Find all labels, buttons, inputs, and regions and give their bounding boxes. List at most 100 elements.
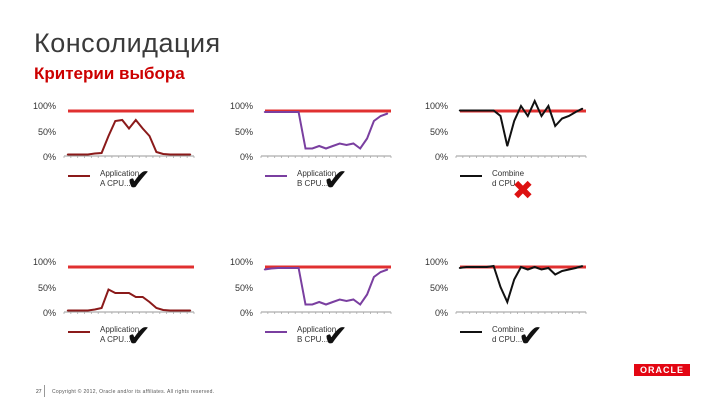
cpu-data-point [325,147,327,150]
y-tick-label: 50% [37,126,56,137]
cpu-chart-panel: 100% 50% 0% Combine d CPU... ✔ [420,252,610,382]
cpu-data-point [128,292,130,294]
cpu-data-point [270,111,272,113]
cpu-data-point [380,271,382,273]
y-tick-label: 0% [42,152,56,162]
cpu-data-point [114,120,116,122]
cpu-data-point [352,298,354,301]
legend-label-line: Application [100,169,140,178]
cpu-data-point [107,135,110,137]
cpu-data-point [554,125,556,127]
cpu-data-point [513,120,515,122]
cpu-line-chart [260,109,392,158]
cpu-data-point [486,266,488,268]
cpu-data-point [318,145,320,147]
cpu-data-point [73,153,75,156]
cpu-data-point [568,115,570,117]
cpu-chart-panel: 100% 50% 0% Application B CPU... ✔ [225,96,415,226]
cpu-data-point [359,147,361,150]
y-tick-label: 50% [234,126,253,137]
legend-swatch [265,175,287,177]
cpu-data-point [190,309,192,312]
legend-label-line: d CPU... [492,179,523,188]
cpu-data-point [387,112,389,115]
cpu-data-point [94,308,96,311]
cpu-data-point [304,147,307,150]
cpu-data-point [304,303,307,306]
cpu-data-point [506,145,508,147]
cpu-data-point [493,265,495,267]
cpu-data-point [298,267,300,269]
cpu-data-point [520,266,522,268]
cpu-data-point [121,292,123,294]
page-subtitle: Критерии выбора [34,64,185,83]
check-icon: ✔ [323,320,349,353]
cpu-data-point [107,288,110,291]
legend-label: Application B CPU... [297,325,357,345]
cpu-data-point [298,111,300,113]
check-icon: ✔ [126,320,152,353]
cpu-data-point [135,119,137,121]
legend-swatch [265,331,287,333]
check-icon: ✔ [518,320,544,353]
page-title: Консолидация [34,28,221,58]
cpu-data-point [176,153,178,156]
cpu-series-line [459,98,584,147]
check-icon: ✔ [323,164,349,197]
y-tick-label: 100% [229,257,253,267]
cpu-data-point [534,100,536,102]
cpu-data-point [366,293,368,296]
legend-label: Combine d CPU... [492,169,552,189]
y-tick-label: 50% [234,282,253,293]
cpu-line-chart [260,265,392,314]
cpu-data-point [114,292,116,294]
cpu-data-point [352,142,354,145]
cpu-data-point [183,153,185,156]
cpu-data-point [499,286,502,288]
cpu-data-point [561,270,563,272]
cpu-data-point [190,153,192,156]
cpu-chart-panel: 100% 50% 0% Application B CPU... ✔ [225,252,415,382]
cpu-data-point [380,115,382,117]
cpu-data-point [284,111,286,113]
cpu-data-point [339,298,341,301]
y-tick-label: 50% [429,126,448,137]
check-icon: ✔ [126,164,152,197]
cpu-data-point [148,135,151,137]
cpu-chart-panel: 100% 50% 0% Combine d CPU... ✖ [420,96,610,226]
cpu-chart-panel: 100% 50% 0% Application A CPU... ✔ [28,252,218,382]
cpu-data-point [513,278,515,281]
cpu-series-line [264,111,388,150]
cpu-data-point [277,267,279,269]
legend-label-line: Application [297,169,337,178]
cpu-data-point [101,152,103,154]
cpu-data-point [339,142,341,145]
cpu-data-point [325,303,327,306]
y-tick-label: 0% [434,308,448,318]
cpu-data-point [66,309,68,312]
legend-label-line: B CPU... [297,335,329,344]
cpu-data-point [183,309,185,312]
legend-swatch [68,175,90,177]
cpu-data-point [479,266,481,268]
cpu-data-point [176,309,178,312]
cpu-data-point [527,268,529,271]
cpu-data-point [318,301,320,303]
cpu-data-point [373,120,375,122]
cpu-data-point [506,301,508,303]
cpu-line-chart [63,109,195,158]
cpu-data-point [527,115,529,117]
cpu-data-point [465,109,467,112]
cpu-data-point [87,309,89,312]
cpu-data-point [499,115,502,117]
cpu-data-point [582,265,584,267]
legend-label-line: Application [297,325,337,334]
cpu-data-point [155,151,157,153]
cpu-data-point [554,273,556,276]
legend-swatch [460,331,482,333]
cpu-data-point [479,109,481,112]
cpu-data-point [332,301,334,303]
cross-icon: ✖ [512,175,534,205]
cpu-data-point [366,137,368,140]
cpu-data-point [547,267,549,269]
